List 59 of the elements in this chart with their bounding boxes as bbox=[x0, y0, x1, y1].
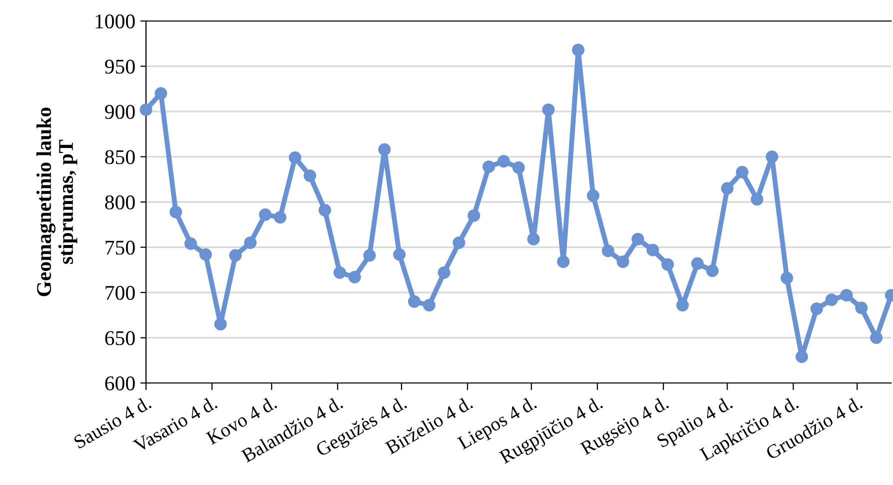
point bbox=[691, 257, 704, 270]
point bbox=[468, 209, 480, 222]
point bbox=[542, 103, 555, 116]
y-tick-label: 900 bbox=[105, 104, 135, 119]
point bbox=[422, 298, 436, 312]
point bbox=[646, 244, 659, 256]
point bbox=[184, 237, 197, 250]
point bbox=[840, 288, 853, 302]
y-tick-label: 1000 bbox=[96, 14, 135, 28]
point bbox=[318, 204, 332, 216]
y-tick-label: 700 bbox=[106, 286, 135, 300]
point bbox=[244, 236, 257, 249]
point bbox=[825, 293, 838, 306]
point bbox=[154, 87, 168, 100]
point bbox=[378, 143, 391, 156]
point bbox=[393, 248, 406, 261]
point bbox=[334, 266, 346, 279]
point bbox=[140, 103, 152, 116]
point bbox=[616, 255, 630, 268]
point bbox=[363, 249, 376, 262]
point bbox=[288, 151, 302, 164]
point bbox=[557, 255, 570, 268]
y-tick-label: 950 bbox=[105, 60, 135, 74]
point bbox=[408, 295, 421, 308]
y-tick-label: 850 bbox=[105, 150, 135, 164]
y-tick-label: 650 bbox=[105, 331, 135, 346]
point bbox=[229, 249, 242, 262]
y-axis-title: Geomagnetinio lauko stiprumas, pT bbox=[36, 108, 78, 296]
point bbox=[452, 236, 466, 249]
point bbox=[855, 302, 868, 314]
point bbox=[586, 189, 600, 202]
point bbox=[632, 232, 644, 246]
point bbox=[736, 166, 748, 178]
point bbox=[214, 318, 227, 330]
point bbox=[348, 270, 361, 284]
point bbox=[810, 302, 823, 316]
point bbox=[721, 182, 734, 195]
point bbox=[438, 266, 450, 279]
point bbox=[170, 206, 182, 218]
point bbox=[497, 155, 510, 168]
point bbox=[199, 248, 212, 261]
point bbox=[661, 258, 674, 271]
point bbox=[780, 272, 794, 284]
point bbox=[527, 232, 540, 246]
point bbox=[750, 193, 764, 206]
point bbox=[572, 44, 584, 56]
point bbox=[512, 161, 525, 174]
y-tick-label: 800 bbox=[105, 195, 135, 210]
y-tick-label: 750 bbox=[106, 240, 135, 255]
y-tick-label: 600 bbox=[105, 376, 135, 390]
point bbox=[870, 332, 883, 344]
point bbox=[482, 160, 496, 173]
point bbox=[706, 264, 719, 278]
point bbox=[258, 208, 272, 221]
point bbox=[796, 350, 808, 364]
point bbox=[602, 244, 614, 258]
point bbox=[766, 150, 778, 163]
point bbox=[274, 211, 286, 224]
point bbox=[304, 170, 316, 182]
